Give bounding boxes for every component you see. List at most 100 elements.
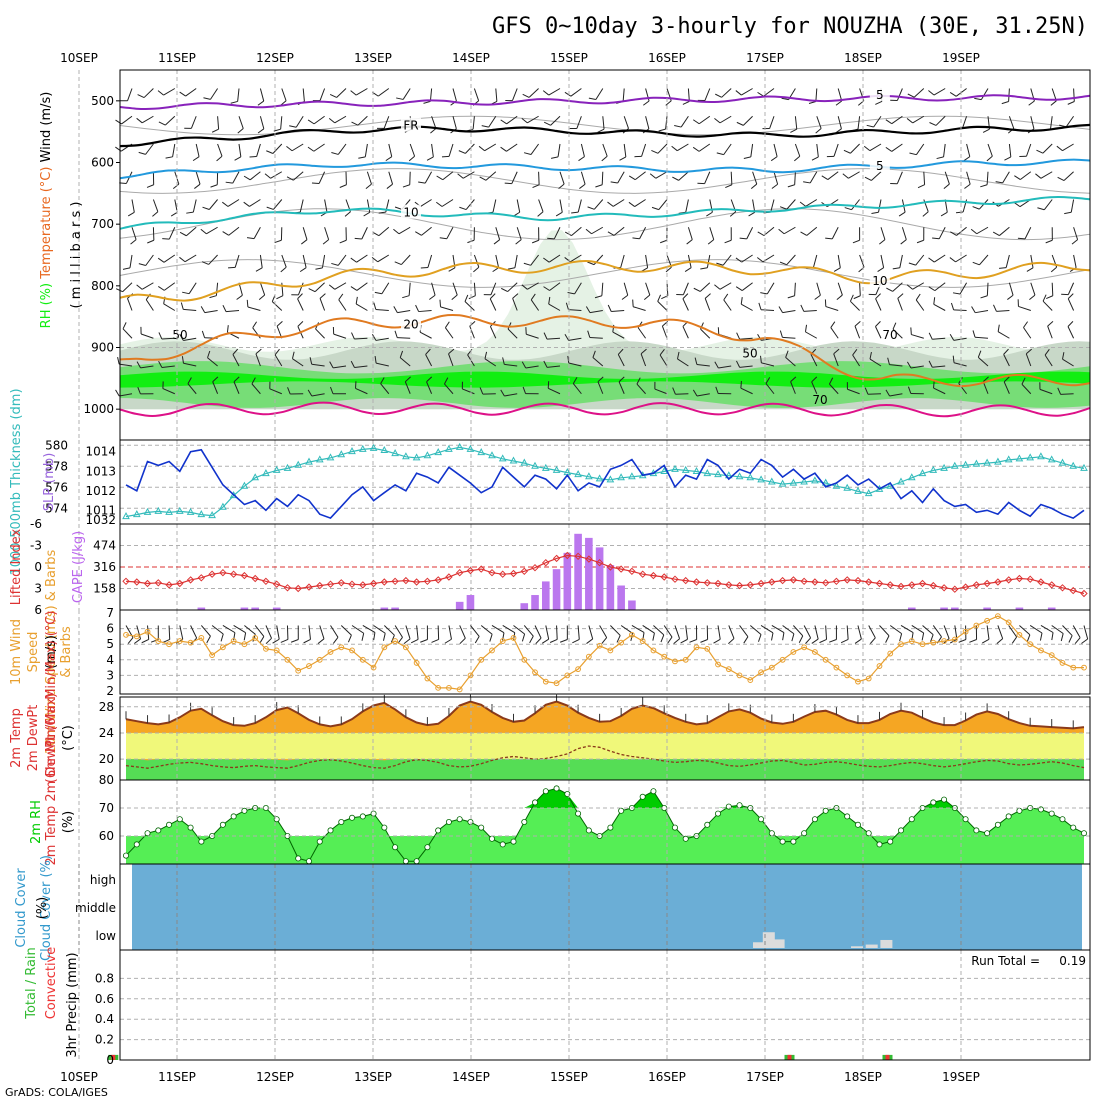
- wind-barb: [217, 143, 223, 157]
- wind-barb-flag: [201, 330, 206, 338]
- wind-barb-flag: [863, 145, 871, 152]
- wind-barb-flag: [972, 330, 976, 338]
- wind-barb: [1042, 300, 1053, 311]
- wind-barb-flag: [1050, 100, 1057, 106]
- wind-barb: [1024, 227, 1032, 240]
- wind-barb-flag: [594, 295, 603, 299]
- surface-wind-barb-flag: [361, 633, 365, 641]
- surface-wind-barb-flag: [220, 633, 224, 642]
- wind-speed-point: [1016, 631, 1023, 638]
- top-date-axis: 10SEP 11SEP 12SEP 13SEP 14SEP 15SEP 16SEP 17SEP…: [60, 51, 980, 65]
- wind-barb: [837, 116, 842, 129]
- wind-speed-point: [994, 613, 1001, 620]
- wind-frame: [119, 609, 1091, 695]
- wind-barb-flag: [982, 128, 990, 133]
- wind-barb-flag: [543, 332, 548, 340]
- thickness-point: [950, 461, 959, 469]
- wind-barb-flag: [977, 350, 982, 358]
- surface-wind-barb-flag: [303, 638, 311, 644]
- wind-barb-flag: [522, 386, 527, 394]
- lifted-index-point: [1037, 578, 1045, 586]
- wind-barb: [559, 171, 565, 185]
- wind-barb-flag: [572, 377, 578, 384]
- wind-barb: [525, 365, 539, 369]
- wind-barb: [324, 227, 330, 240]
- wind-speed-point: [467, 672, 474, 679]
- wind-barb-flag: [804, 324, 808, 332]
- lifted-index-tick-label: -6: [30, 517, 42, 531]
- wind-axis-label-3: (m/s): [44, 635, 59, 669]
- wind-barb-flag: [425, 348, 431, 355]
- surface-wind-barb: [674, 625, 681, 639]
- rh2m-point: [338, 819, 345, 826]
- wind-barb: [547, 365, 561, 368]
- wind-barb: [723, 143, 732, 155]
- wind-barb: [878, 199, 882, 213]
- wind-barb: [188, 282, 197, 294]
- wind-barb: [682, 298, 689, 311]
- wind-barb-flag: [297, 293, 303, 300]
- thickness-point: [821, 478, 830, 486]
- wind-speed-point: [629, 631, 635, 638]
- thickness-point: [165, 507, 173, 515]
- wind-barb-flag: [252, 321, 258, 329]
- wind-barb: [538, 199, 544, 212]
- wind-barb: [730, 171, 733, 185]
- thickness-point: [1047, 455, 1056, 463]
- wind-barb-flag: [212, 376, 219, 383]
- lifted-index-point: [305, 583, 313, 591]
- wind-barb: [875, 326, 882, 339]
- surface-wind-barb-flag: [660, 634, 665, 643]
- rh2m-point: [478, 824, 485, 831]
- lifted-index-point: [369, 579, 378, 588]
- wind-barb-flag: [225, 181, 233, 184]
- wind-barb: [163, 88, 176, 96]
- rh2m-point: [962, 816, 969, 823]
- wind-barb: [816, 116, 822, 129]
- wind-barb-flag: [286, 176, 294, 181]
- wind-barb-flag: [301, 239, 308, 245]
- wind-barb: [404, 381, 411, 394]
- wind-speed-point: [219, 644, 226, 651]
- wind-barb-flag: [607, 304, 612, 312]
- rh2m-point: [392, 844, 399, 851]
- wind-barb-flag: [567, 292, 575, 295]
- wind-speed-point: [435, 684, 442, 691]
- rh2m-point: [671, 824, 678, 831]
- wind-barb: [127, 88, 133, 101]
- wind-barb: [232, 171, 240, 184]
- cloud-level-label: high: [90, 873, 116, 887]
- wind-barb: [380, 383, 390, 395]
- wind-barb-flag: [479, 176, 487, 181]
- wind-barb: [364, 143, 368, 157]
- wind-barb: [321, 254, 326, 268]
- wind-barb-flag: [170, 211, 178, 217]
- wind-barb-flag: [1003, 376, 1010, 383]
- wind-barb-flag: [136, 361, 141, 369]
- surface-wind-barb: [1040, 625, 1054, 633]
- lifted-index-point: [359, 581, 367, 589]
- surface-wind-barb: [330, 625, 339, 638]
- wind-barb-flag: [854, 320, 861, 327]
- wind-speed-point: [252, 635, 259, 641]
- surface-wind-barb: [943, 625, 950, 639]
- wind-barb: [678, 171, 689, 181]
- thickness-point: [811, 476, 819, 484]
- wind-speed-point: [155, 638, 162, 644]
- date-label-top: 14SEP: [452, 51, 490, 65]
- wind-barb: [659, 354, 668, 367]
- wind-barb: [315, 328, 325, 339]
- cape-bar: [240, 607, 249, 610]
- lifted-index-point: [1058, 584, 1067, 592]
- lifted-index-point: [595, 558, 604, 567]
- wind-barb-flag: [852, 349, 858, 356]
- wind-barb: [709, 227, 715, 240]
- wind-barb-flag: [592, 350, 596, 358]
- wind-barb: [891, 115, 903, 125]
- wind-barb-flag: [1056, 145, 1063, 152]
- wind-barb: [932, 365, 946, 368]
- wind-barb-flag: [209, 295, 217, 299]
- wind-barb: [704, 88, 711, 101]
- wind-barb: [639, 227, 647, 240]
- wind-barb-flag: [657, 294, 662, 302]
